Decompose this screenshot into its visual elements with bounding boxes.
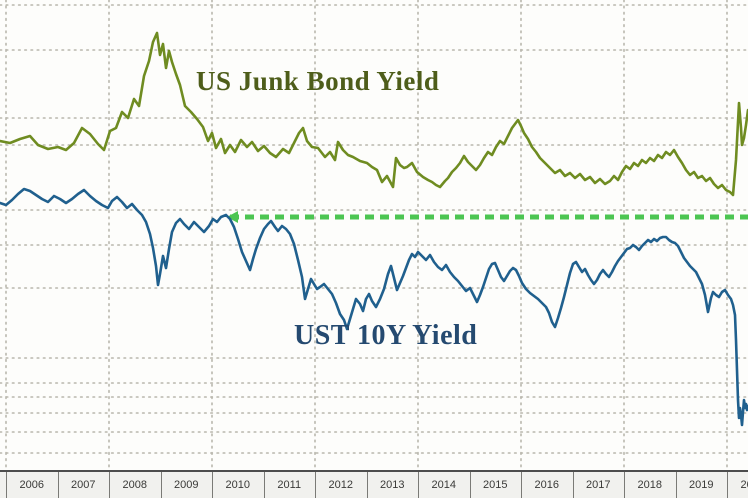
x-axis-strip: 2006 2007 2008 2009 2010 2011 2012 2013 2014 2015… [0,470,748,498]
x-axis-tick [212,472,213,498]
x-axis-tick [109,472,110,498]
x-tick-label: 2009 [174,479,199,491]
junk-bond-yield-label: US Junk Bond Yield [196,66,440,96]
x-axis-tick [469,472,471,498]
reference-line-start-marker [227,211,238,223]
x-axis-tick [315,472,316,498]
x-axis-tick [6,472,7,498]
x-axis-tick [727,472,728,498]
x-axis-tick [418,472,419,498]
ust-10y-series-line [0,187,748,427]
x-tick-label: 2014 [431,479,456,491]
chart-canvas [0,0,748,470]
x-tick-label: 2018 [637,479,662,491]
x-axis-tick [624,472,625,498]
x-tick-label: 2016 [534,479,559,491]
x-tick-label: 2019 [689,479,714,491]
x-axis-tick [366,472,368,498]
x-axis-tick [675,472,677,498]
x-axis-tick [160,472,162,498]
x-tick-label: 2013 [380,479,405,491]
x-tick-label: 2010 [225,479,250,491]
x-axis-tick [57,472,59,498]
x-tick-label: 2006 [19,479,44,491]
ust-10y-yield-label: UST 10Y Yield [294,320,478,351]
x-tick-label: 2008 [122,479,147,491]
x-axis-tick [263,472,265,498]
x-tick-label: 2015 [483,479,508,491]
x-axis-tick [572,472,574,498]
x-tick-label: 2011 [277,479,302,491]
x-tick-label: 2017 [586,479,611,491]
x-axis-tick [521,472,522,498]
chart-plot-area [0,0,748,470]
x-tick-label: 2012 [328,479,353,491]
junk-bond-series-line [0,31,748,197]
x-tick-label: 2020 [740,479,748,491]
x-tick-label: 2007 [71,479,96,491]
